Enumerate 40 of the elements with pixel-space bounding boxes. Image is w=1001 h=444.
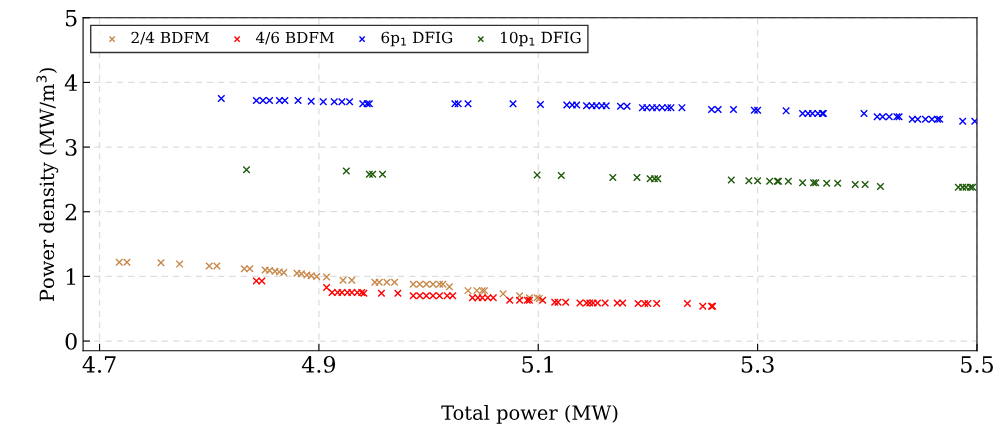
point <box>833 179 842 188</box>
x-tick-label: 4.7 <box>82 356 116 373</box>
point <box>175 260 184 269</box>
y-tick-label: 4 <box>64 74 78 91</box>
y-tick-label: 3 <box>65 139 77 156</box>
point <box>322 283 331 292</box>
legend-label: 10p$_{1}$ DFIG <box>501 31 581 47</box>
point <box>342 167 351 175</box>
point <box>393 289 402 298</box>
point <box>650 174 659 183</box>
legend-label: 4/6 BDFM <box>255 31 334 45</box>
x-tick-label: 4.9 <box>301 356 336 373</box>
y-tick-label: 2 <box>65 203 77 221</box>
point <box>242 165 251 174</box>
legend-label: 2/4 BDFM <box>131 31 209 45</box>
point <box>157 258 165 267</box>
point <box>798 178 807 187</box>
x-axis-title: Total power (MW) <box>441 404 618 424</box>
point <box>727 176 736 185</box>
point <box>377 289 386 298</box>
x-tick-label: 5.3 <box>741 356 774 373</box>
point <box>515 291 524 300</box>
point <box>499 289 508 298</box>
x-tick-label: 5.1 <box>522 356 553 373</box>
x-tick-label: 5.5 <box>961 356 993 373</box>
point <box>261 265 270 274</box>
point <box>876 182 885 191</box>
point <box>822 179 831 188</box>
y-axis-title: Power density (MW/m$^{3}$) <box>36 68 59 302</box>
point <box>633 173 641 182</box>
point <box>275 267 284 276</box>
point <box>683 299 692 308</box>
y-tick-label: 1 <box>66 268 76 285</box>
point <box>533 170 542 179</box>
point <box>557 171 566 180</box>
legend-label: 6p$_{1}$ DFIG <box>381 31 453 47</box>
y-tick-label: 5 <box>65 10 77 27</box>
y-tick-label: 0 <box>65 333 77 350</box>
point <box>322 273 331 281</box>
point <box>608 173 617 182</box>
